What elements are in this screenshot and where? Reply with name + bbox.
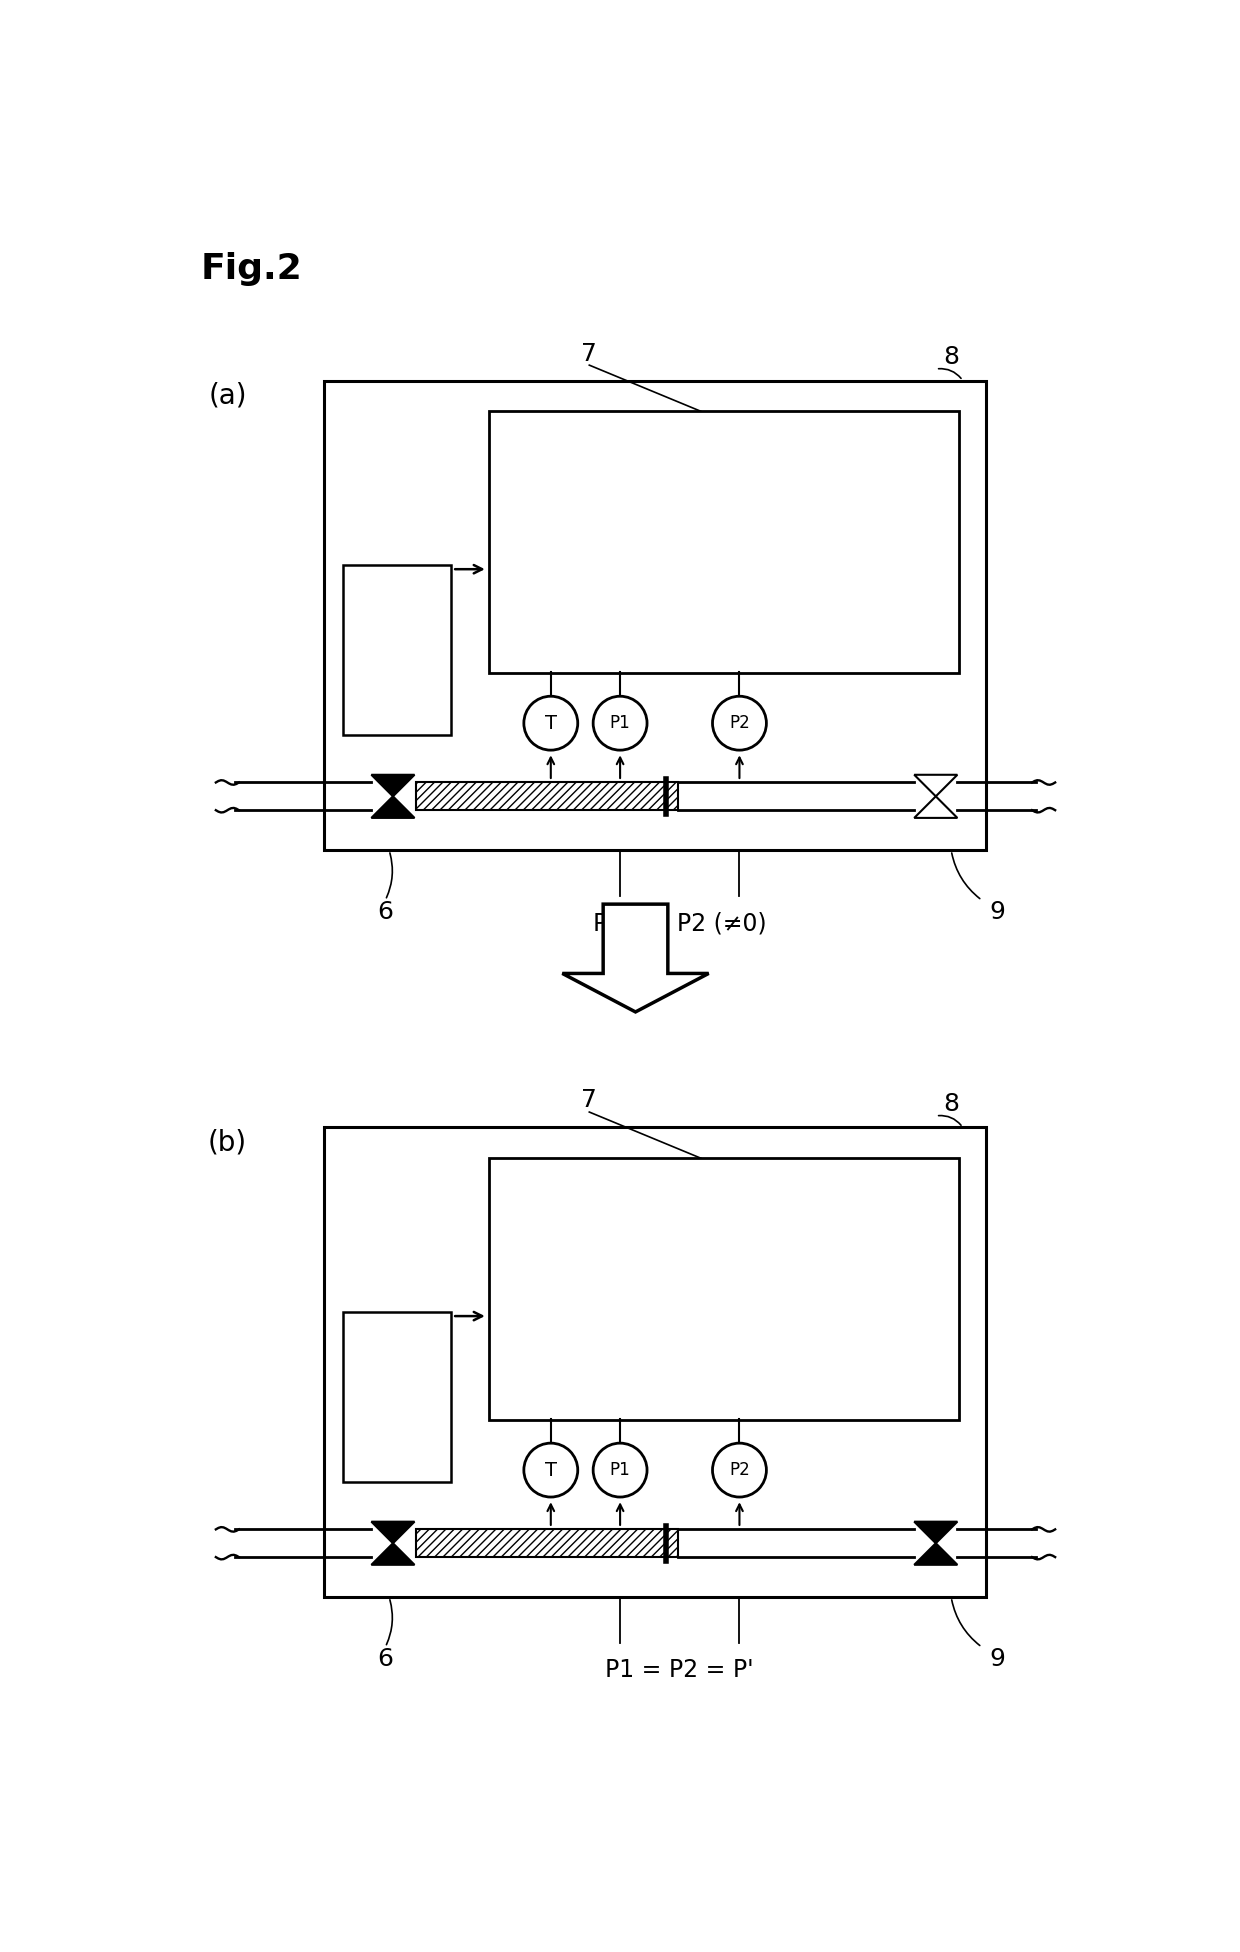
Polygon shape: [372, 1523, 414, 1544]
Text: P1 = P2 = P': P1 = P2 = P': [605, 1659, 754, 1683]
Bar: [417, 783, 678, 810]
Polygon shape: [914, 1544, 957, 1566]
Bar: [343, 566, 450, 734]
Text: (a): (a): [208, 383, 247, 410]
Bar: [324, 381, 986, 851]
Text: P1 >> P2 (≠0): P1 >> P2 (≠0): [593, 912, 766, 935]
Text: T: T: [544, 714, 557, 732]
Text: 6: 6: [377, 900, 393, 923]
Text: T: T: [544, 1460, 557, 1480]
Bar: [417, 1528, 678, 1558]
Bar: [490, 412, 959, 673]
Polygon shape: [372, 775, 414, 796]
Polygon shape: [372, 1544, 414, 1566]
Bar: [343, 1312, 450, 1482]
Text: P2: P2: [729, 714, 750, 732]
Text: 7: 7: [582, 342, 598, 365]
Polygon shape: [372, 796, 414, 818]
Text: 9: 9: [990, 900, 1006, 923]
Text: 6: 6: [377, 1647, 393, 1671]
Bar: [324, 1128, 986, 1597]
Text: 8: 8: [944, 346, 960, 369]
Text: 8: 8: [944, 1093, 960, 1117]
Text: P1: P1: [610, 1462, 630, 1480]
Text: (b): (b): [208, 1128, 247, 1158]
Polygon shape: [914, 775, 957, 796]
Text: 9: 9: [990, 1647, 1006, 1671]
Text: P1: P1: [610, 714, 630, 732]
Text: P2: P2: [729, 1462, 750, 1480]
Text: Fig.2: Fig.2: [201, 252, 303, 285]
Polygon shape: [563, 904, 708, 1011]
Text: 7: 7: [582, 1089, 598, 1113]
Bar: [490, 1158, 959, 1419]
Polygon shape: [914, 796, 957, 818]
Polygon shape: [914, 1523, 957, 1544]
